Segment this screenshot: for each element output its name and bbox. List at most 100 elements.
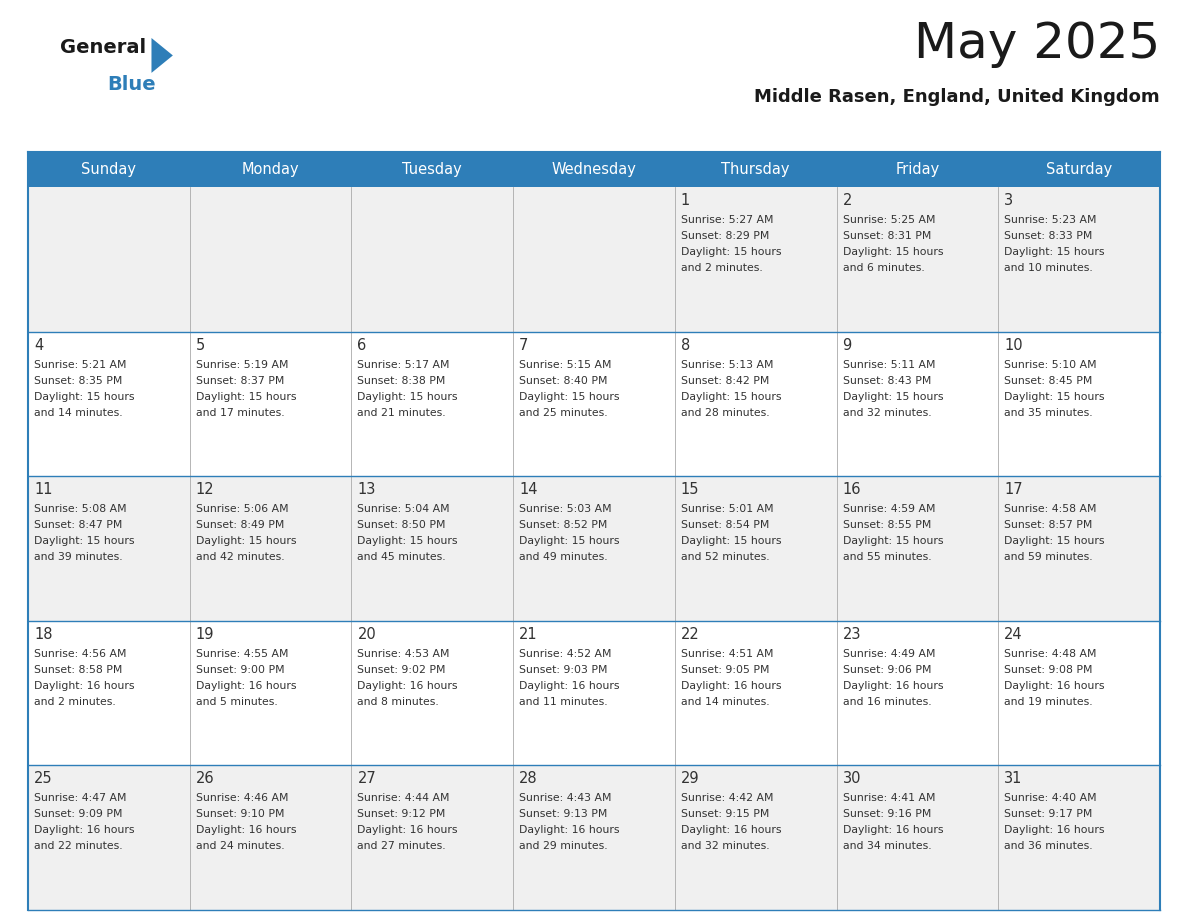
Bar [998,621,1159,766]
Text: Sunrise: 5:01 AM: Sunrise: 5:01 AM [681,504,773,514]
Text: Daylight: 15 hours: Daylight: 15 hours [34,536,134,546]
Bar [29,476,190,621]
Text: and 29 minutes.: and 29 minutes. [519,842,608,851]
Text: and 11 minutes.: and 11 minutes. [519,697,608,707]
Text: Middle Rasen, England, United Kingdom: Middle Rasen, England, United Kingdom [754,88,1159,106]
Text: Sunset: 8:38 PM: Sunset: 8:38 PM [358,375,446,386]
Text: and 59 minutes.: and 59 minutes. [1004,553,1093,562]
Text: Sunset: 8:57 PM: Sunset: 8:57 PM [1004,521,1093,531]
Text: Daylight: 16 hours: Daylight: 16 hours [1004,681,1105,691]
Text: 7: 7 [519,338,529,353]
Text: Sunrise: 4:58 AM: Sunrise: 4:58 AM [1004,504,1097,514]
Text: Sunrise: 5:08 AM: Sunrise: 5:08 AM [34,504,127,514]
Text: 27: 27 [358,771,377,787]
Text: Daylight: 15 hours: Daylight: 15 hours [842,536,943,546]
Text: and 52 minutes.: and 52 minutes. [681,553,770,562]
Text: Daylight: 16 hours: Daylight: 16 hours [1004,825,1105,835]
Text: Sunrise: 4:49 AM: Sunrise: 4:49 AM [842,649,935,659]
Text: Sunset: 8:52 PM: Sunset: 8:52 PM [519,521,607,531]
Bar [190,187,352,331]
Bar [352,766,513,910]
Bar [513,331,675,476]
Text: Daylight: 15 hours: Daylight: 15 hours [196,392,296,401]
Text: 22: 22 [681,627,700,642]
Text: Daylight: 15 hours: Daylight: 15 hours [196,536,296,546]
Bar [190,766,352,910]
Text: and 34 minutes.: and 34 minutes. [842,842,931,851]
Text: and 36 minutes.: and 36 minutes. [1004,842,1093,851]
Text: Sunrise: 4:48 AM: Sunrise: 4:48 AM [1004,649,1097,659]
Text: Sunset: 9:06 PM: Sunset: 9:06 PM [842,665,931,675]
Text: and 5 minutes.: and 5 minutes. [196,697,278,707]
Text: Sunset: 8:37 PM: Sunset: 8:37 PM [196,375,284,386]
Bar [29,766,190,910]
Text: Sunrise: 5:21 AM: Sunrise: 5:21 AM [34,360,126,370]
Text: Sunrise: 5:11 AM: Sunrise: 5:11 AM [842,360,935,370]
Bar [836,187,998,331]
Text: Sunset: 9:02 PM: Sunset: 9:02 PM [358,665,446,675]
Text: Sunset: 8:40 PM: Sunset: 8:40 PM [519,375,607,386]
Text: and 6 minutes.: and 6 minutes. [842,263,924,273]
Text: and 35 minutes.: and 35 minutes. [1004,408,1093,418]
Text: Sunset: 8:29 PM: Sunset: 8:29 PM [681,231,770,241]
Text: Sunset: 8:54 PM: Sunset: 8:54 PM [681,521,770,531]
Bar [836,331,998,476]
Text: and 21 minutes.: and 21 minutes. [358,408,446,418]
Text: Sunrise: 5:04 AM: Sunrise: 5:04 AM [358,504,450,514]
Text: Monday: Monday [242,162,299,177]
Text: Sunrise: 4:42 AM: Sunrise: 4:42 AM [681,793,773,803]
Text: and 8 minutes.: and 8 minutes. [358,697,440,707]
Text: 12: 12 [196,482,214,498]
Text: Sunset: 8:49 PM: Sunset: 8:49 PM [196,521,284,531]
Bar [836,476,998,621]
Bar [352,621,513,766]
Text: Sunset: 9:03 PM: Sunset: 9:03 PM [519,665,607,675]
Text: Sunrise: 5:23 AM: Sunrise: 5:23 AM [1004,215,1097,225]
Text: Daylight: 15 hours: Daylight: 15 hours [681,392,782,401]
Bar [352,152,513,187]
Text: Daylight: 15 hours: Daylight: 15 hours [519,392,620,401]
Text: Sunrise: 4:55 AM: Sunrise: 4:55 AM [196,649,289,659]
Bar [675,331,836,476]
Text: 25: 25 [34,771,52,787]
Text: and 28 minutes.: and 28 minutes. [681,408,770,418]
Text: Sunset: 8:45 PM: Sunset: 8:45 PM [1004,375,1093,386]
Bar [513,152,675,187]
Text: and 25 minutes.: and 25 minutes. [519,408,608,418]
Bar [190,331,352,476]
Bar [352,476,513,621]
Bar [998,152,1159,187]
Text: Sunrise: 5:15 AM: Sunrise: 5:15 AM [519,360,612,370]
Text: and 45 minutes.: and 45 minutes. [358,553,446,562]
Text: Sunrise: 4:56 AM: Sunrise: 4:56 AM [34,649,126,659]
Text: Daylight: 15 hours: Daylight: 15 hours [519,536,620,546]
Bar [29,187,190,331]
Text: Sunset: 9:00 PM: Sunset: 9:00 PM [196,665,284,675]
Text: Sunset: 9:12 PM: Sunset: 9:12 PM [358,810,446,820]
Text: 5: 5 [196,338,206,353]
Text: Wednesday: Wednesday [551,162,637,177]
Text: Sunset: 9:08 PM: Sunset: 9:08 PM [1004,665,1093,675]
Text: Daylight: 16 hours: Daylight: 16 hours [196,825,296,835]
Text: Daylight: 16 hours: Daylight: 16 hours [519,681,620,691]
Text: Sunrise: 4:59 AM: Sunrise: 4:59 AM [842,504,935,514]
Text: Sunset: 9:16 PM: Sunset: 9:16 PM [842,810,931,820]
Bar [836,152,998,187]
Text: Sunset: 8:55 PM: Sunset: 8:55 PM [842,521,931,531]
Bar [998,766,1159,910]
Text: Tuesday: Tuesday [403,162,462,177]
Text: Daylight: 16 hours: Daylight: 16 hours [358,681,457,691]
Text: Sunrise: 4:46 AM: Sunrise: 4:46 AM [196,793,289,803]
Text: 20: 20 [358,627,377,642]
Text: Thursday: Thursday [721,162,790,177]
Bar [29,621,190,766]
Text: 16: 16 [842,482,861,498]
Text: and 32 minutes.: and 32 minutes. [842,408,931,418]
Text: Saturday: Saturday [1045,162,1112,177]
Text: Daylight: 16 hours: Daylight: 16 hours [842,681,943,691]
Bar [675,766,836,910]
Text: Sunrise: 5:10 AM: Sunrise: 5:10 AM [1004,360,1097,370]
Text: Daylight: 16 hours: Daylight: 16 hours [34,825,134,835]
Bar [29,152,190,187]
Text: Sunset: 8:31 PM: Sunset: 8:31 PM [842,231,931,241]
